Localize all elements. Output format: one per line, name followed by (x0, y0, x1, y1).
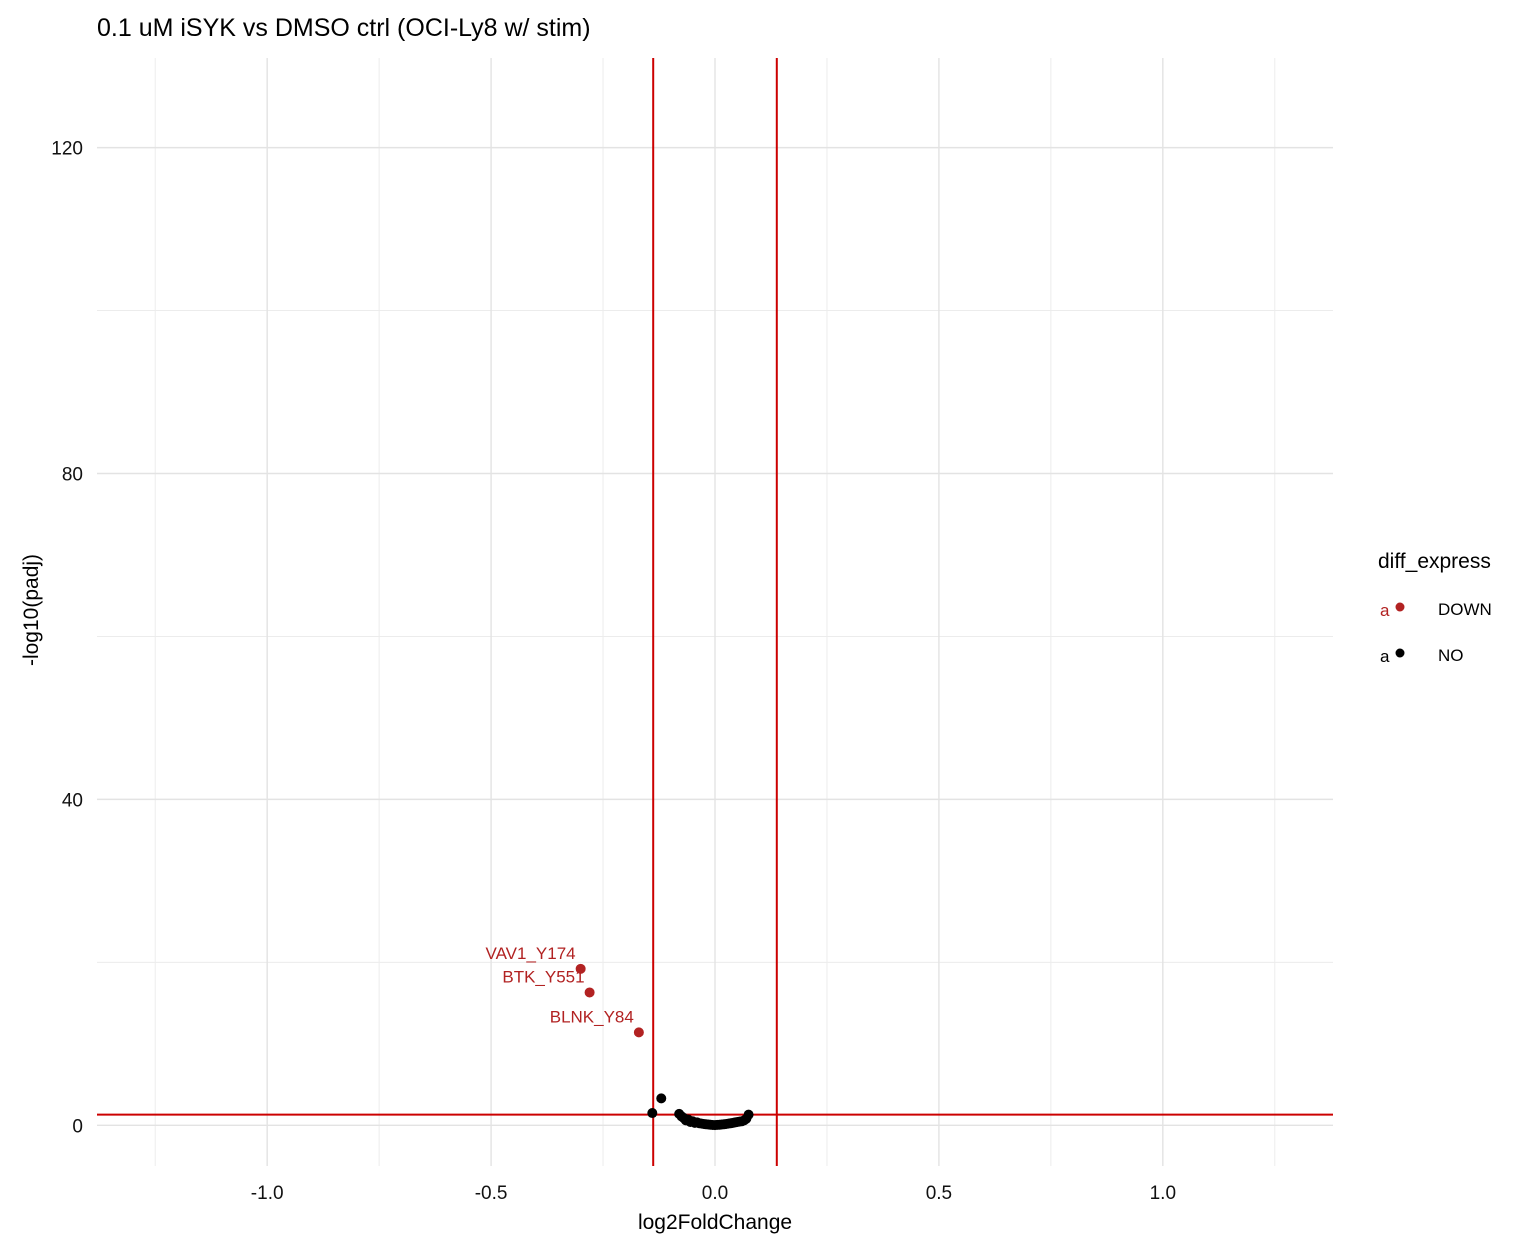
point-labels: VAV1_Y174 BTK_Y551 BLNK_Y84 (486, 944, 634, 1027)
legend-key-glyph: a (1380, 601, 1390, 620)
no-change-point (743, 1109, 754, 1120)
x-tick-label: -0.5 (475, 1183, 508, 1204)
legend-point-down (1395, 602, 1405, 612)
y-tick-label: 120 (51, 139, 83, 160)
threshold-lines (97, 58, 1333, 1166)
x-tick-label: -1.0 (251, 1183, 284, 1204)
legend-title: diff_express (1378, 550, 1491, 573)
legend: diff_express a DOWN a NO (1378, 550, 1492, 666)
x-tick-label: 0.5 (926, 1183, 952, 1204)
legend-item-down: a DOWN (1380, 600, 1492, 620)
legend-key-glyph: a (1380, 647, 1390, 666)
y-axis-tick-labels: 0 40 80 120 (51, 139, 83, 1138)
x-tick-label: 0.0 (702, 1183, 728, 1204)
legend-label-no: NO (1438, 646, 1464, 665)
down-point (575, 963, 586, 974)
down-point (584, 987, 595, 998)
y-tick-label: 80 (62, 465, 83, 486)
x-axis-tick-labels: -1.0 -0.5 0.0 0.5 1.0 (251, 1183, 1176, 1204)
legend-point-no (1395, 648, 1405, 658)
point-label: BTK_Y551 (502, 967, 584, 986)
y-tick-label: 0 (72, 1116, 83, 1137)
legend-item-no: a NO (1380, 646, 1464, 666)
no-change-point (656, 1093, 667, 1104)
down-point (633, 1027, 644, 1038)
legend-label-down: DOWN (1438, 600, 1492, 619)
y-tick-label: 40 (62, 790, 83, 811)
data-points (575, 963, 754, 1131)
no-change-point (647, 1108, 658, 1119)
grid-lines (97, 58, 1333, 1166)
x-tick-label: 1.0 (1150, 1183, 1176, 1204)
point-label: BLNK_Y84 (550, 1007, 634, 1026)
point-label: VAV1_Y174 (486, 944, 576, 963)
chart-title: 0.1 uM iSYK vs DMSO ctrl (OCI-Ly8 w/ sti… (97, 14, 591, 42)
x-axis-title: log2FoldChange (638, 1211, 792, 1234)
y-axis-title: -log10(padj) (20, 554, 43, 666)
